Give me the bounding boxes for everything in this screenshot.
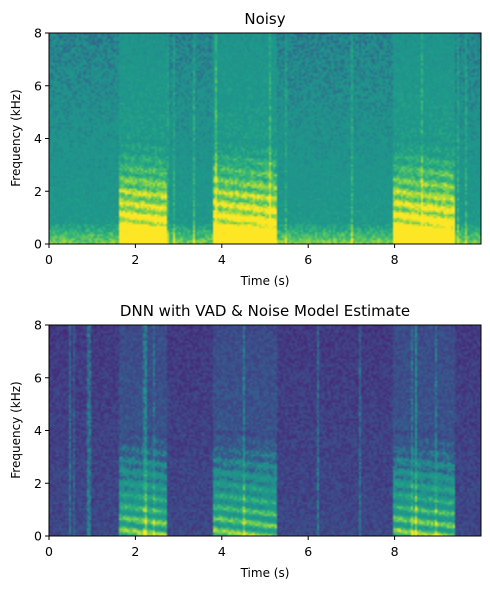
noisy-spectrogram-panel: Noisy 0 2 4 6 8 0 2 4 6 8 Time (s) Frequency (kH… xyxy=(9,10,482,288)
y-tick-label: 2 xyxy=(34,476,42,491)
y-axis-label: Frequency (kHz) xyxy=(9,89,23,186)
y-axis-label: Frequency (kHz) xyxy=(9,381,23,478)
x-axis-ticks: 0 2 4 6 8 xyxy=(45,536,399,559)
x-tick-label: 2 xyxy=(131,252,139,267)
y-tick-label: 0 xyxy=(34,237,42,252)
y-tick-label: 2 xyxy=(34,184,42,199)
y-tick-label: 4 xyxy=(34,423,42,438)
y-tick-label: 6 xyxy=(34,78,42,93)
x-tick-label: 6 xyxy=(304,252,312,267)
y-tick-label: 8 xyxy=(34,318,42,333)
spectrogram-heatmap xyxy=(49,33,481,244)
x-tick-label: 8 xyxy=(391,252,399,267)
dnn-spectrogram-panel: DNN with VAD & Noise Model Estimate 0 2 4 6… xyxy=(9,302,482,580)
x-tick-label: 4 xyxy=(218,252,226,267)
chart-title: DNN with VAD & Noise Model Estimate xyxy=(120,302,410,320)
x-tick-label: 2 xyxy=(131,544,139,559)
y-tick-label: 4 xyxy=(34,131,42,146)
x-tick-label: 0 xyxy=(45,544,53,559)
y-tick-label: 6 xyxy=(34,370,42,385)
spectrogram-heatmap xyxy=(49,325,481,536)
x-tick-label: 8 xyxy=(391,544,399,559)
x-tick-label: 4 xyxy=(218,544,226,559)
y-axis-ticks: 0 2 4 6 8 xyxy=(34,26,49,252)
x-tick-label: 0 xyxy=(45,252,53,267)
x-axis-label: Time (s) xyxy=(240,274,290,288)
x-tick-label: 6 xyxy=(304,544,312,559)
y-axis-ticks: 0 2 4 6 8 xyxy=(34,318,49,544)
y-tick-label: 8 xyxy=(34,26,42,41)
y-tick-label: 0 xyxy=(34,529,42,544)
chart-title: Noisy xyxy=(244,10,285,28)
x-axis-label: Time (s) xyxy=(240,566,290,580)
x-axis-ticks: 0 2 4 6 8 xyxy=(45,244,399,267)
